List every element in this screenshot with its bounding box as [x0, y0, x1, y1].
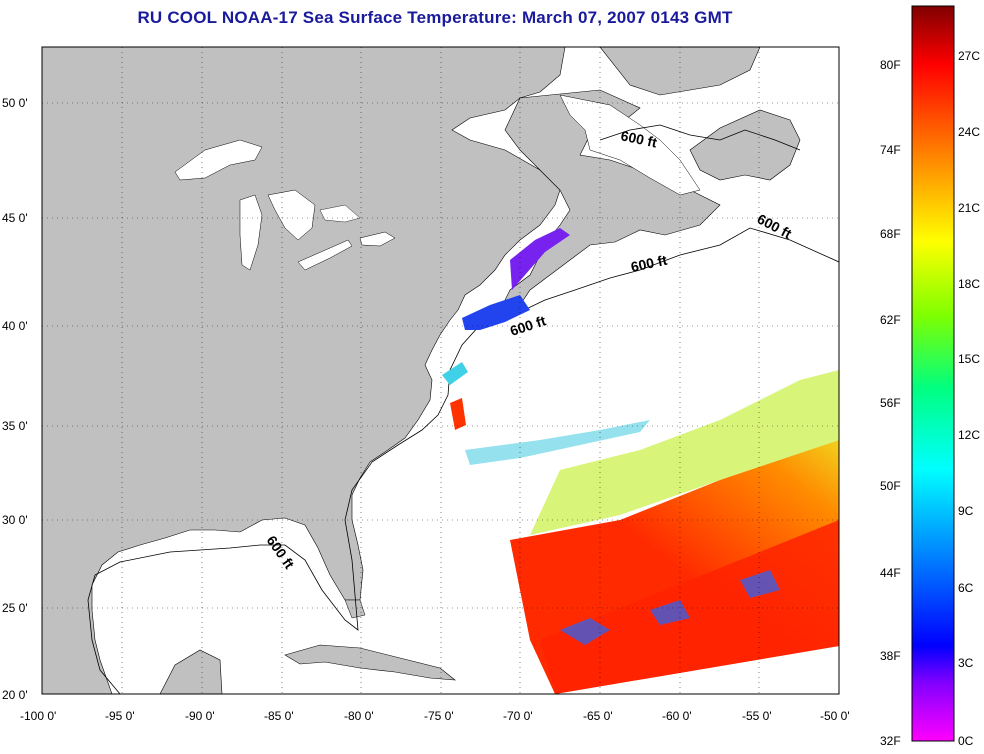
- land-newfoundland: [689, 109, 801, 181]
- f-label: 68F: [880, 227, 901, 241]
- lake-winnipeg-region: [319, 204, 361, 223]
- land-yucatan: [159, 649, 223, 694]
- c-label: 6C: [958, 581, 974, 595]
- land-labrador: [599, 47, 761, 96]
- lon-tick: -100 0': [20, 709, 56, 723]
- f-label: 38F: [880, 649, 901, 663]
- lon-tick: -50 0': [820, 709, 850, 723]
- lon-tick: -55 0': [742, 709, 772, 723]
- lat-tick: 45 0': [2, 211, 28, 225]
- lat-tick: 30 0': [2, 513, 28, 527]
- sst-cold-purple: [510, 228, 570, 290]
- sst-coastal-red: [450, 398, 466, 430]
- lon-tick: -70 0': [503, 709, 533, 723]
- c-label: 9C: [958, 504, 974, 518]
- colorbar-f-labels: 32F 38F 44F 50F 56F 62F 68F 74F 80F: [880, 58, 901, 748]
- lat-tick: 20 0': [2, 688, 28, 702]
- lon-tick: -65 0': [583, 709, 613, 723]
- lon-tick: -90 0': [185, 709, 215, 723]
- f-label: 62F: [880, 313, 901, 327]
- sst-coastal-cyan: [442, 362, 468, 385]
- f-label: 74F: [880, 143, 901, 157]
- lon-tick: -95 0': [105, 709, 135, 723]
- lat-tick: 40 0': [2, 319, 28, 333]
- sst-blue-patches: [560, 570, 780, 645]
- contour-label: 600 ft: [619, 127, 658, 150]
- c-label: 15C: [958, 352, 980, 366]
- lon-tick: -60 0': [662, 709, 692, 723]
- lon-ticks: -100 0' -95 0' -90 0' -85 0' -80 0' -75 …: [20, 709, 850, 723]
- land-florida-tip: [344, 599, 366, 619]
- lat-tick: 25 0': [2, 601, 28, 615]
- contour-600ft-gulf: [87, 574, 121, 694]
- map-title: RU COOL NOAA-17 Sea Surface Temperature:…: [137, 8, 733, 27]
- lat-tick: 50 0': [2, 96, 28, 110]
- lon-tick: -80 0': [344, 709, 374, 723]
- sst-cold-blue: [462, 295, 530, 330]
- sst-cyan-streaks: [465, 420, 650, 465]
- colorbar-c-labels: 0C 3C 6C 9C 12C 15C 18C 21C 24C 27C: [958, 49, 980, 748]
- sst-mid-band: [530, 370, 839, 535]
- sst-red-band: [540, 520, 839, 694]
- lake-ontario: [359, 231, 396, 247]
- contour-600ft: [94, 227, 839, 631]
- lat-tick: 35 0': [2, 419, 28, 433]
- c-label: 18C: [958, 277, 980, 291]
- contour-600ft-north: [599, 124, 801, 151]
- lake-erie: [297, 239, 353, 271]
- f-label: 44F: [880, 566, 901, 580]
- c-label: 3C: [958, 656, 974, 670]
- gulf-st-lawrence: [559, 94, 701, 196]
- f-label: 50F: [880, 479, 901, 493]
- f-label: 80F: [880, 58, 901, 72]
- lat-ticks: 20 0' 25 0' 30 0' 35 0' 40 0' 45 0' 50 0…: [2, 96, 28, 702]
- c-label: 0C: [958, 734, 974, 748]
- land-cuba: [284, 644, 456, 681]
- f-label: 56F: [880, 396, 901, 410]
- c-label: 24C: [958, 125, 980, 139]
- c-label: 21C: [958, 201, 980, 215]
- lon-tick: -75 0': [424, 709, 454, 723]
- lake-superior: [174, 139, 263, 181]
- c-label: 27C: [958, 49, 980, 63]
- land-north-america: [42, 47, 566, 694]
- colorbar-gradient: [911, 5, 955, 742]
- f-label: 32F: [880, 734, 901, 748]
- lake-michigan: [239, 194, 263, 271]
- contour-label: 600 ft: [629, 252, 668, 275]
- c-label: 12C: [958, 428, 980, 442]
- land-maritimes: [499, 89, 721, 311]
- lake-huron: [267, 189, 316, 241]
- lon-tick: -85 0': [264, 709, 294, 723]
